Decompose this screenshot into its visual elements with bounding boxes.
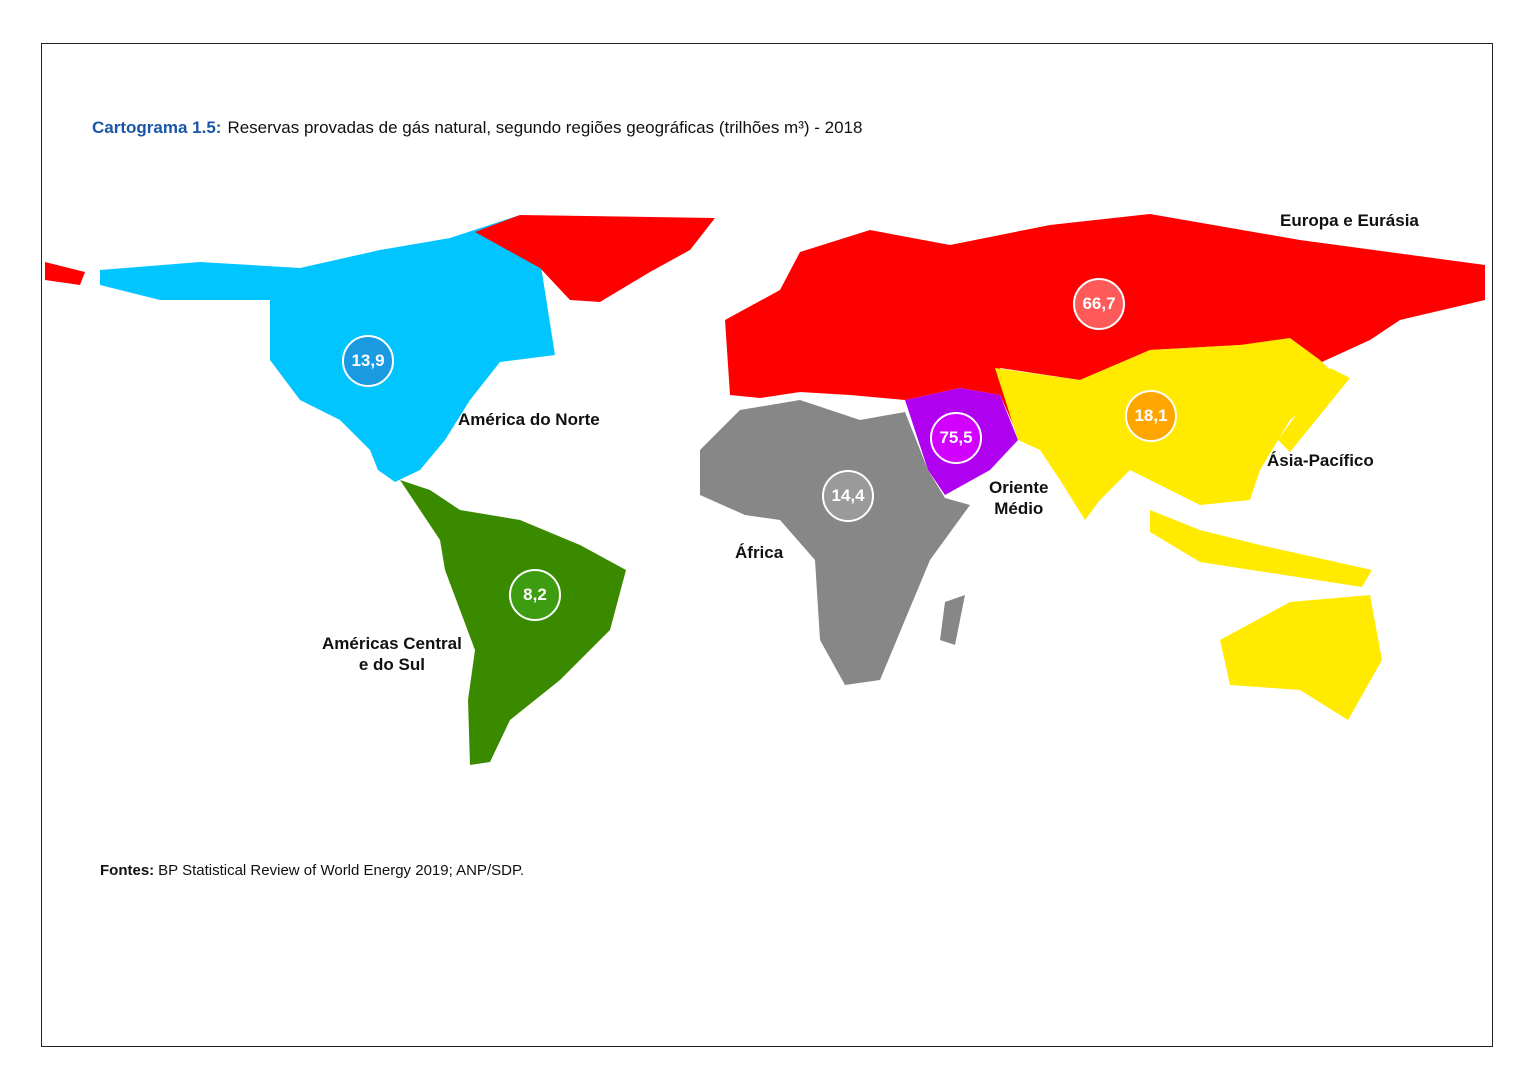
region-south-america: [400, 480, 626, 765]
source-text: BP Statistical Review of World Energy 20…: [158, 862, 525, 879]
title-label: Cartograma 1.5:: [92, 118, 222, 137]
region-japan: [1278, 368, 1350, 452]
region-africa: [700, 400, 970, 685]
label-line: Médio: [994, 499, 1044, 518]
label-asia-pacific: Ásia-Pacífico: [1267, 451, 1374, 470]
label-south-america: Américas Central e do Sul: [322, 633, 462, 675]
region-north-america: [100, 215, 555, 482]
label-line: e do Sul: [358, 655, 425, 674]
value-bubble-south-america: 8,2: [509, 569, 561, 621]
label-africa: África: [735, 543, 784, 562]
region-greenland: [475, 215, 715, 302]
label-line: Oriente: [989, 478, 1049, 497]
value-bubble-africa: 14,4: [822, 470, 874, 522]
region-australia: [1220, 595, 1382, 720]
title-text: Reservas provadas de gás natural, segund…: [227, 118, 863, 137]
source-label: Fontes:: [100, 862, 155, 879]
value-bubble-asia-pacific: 18,1: [1125, 390, 1177, 442]
source-note: Fontes: BP Statistical Review of World En…: [100, 862, 524, 879]
value-bubble-middle-east: 75,5: [930, 412, 982, 464]
map-title: Cartograma 1.5: Reservas provadas de gás …: [92, 118, 862, 138]
region-madagascar: [940, 595, 965, 645]
value-bubble-europe-eurasia: 66,7: [1073, 278, 1125, 330]
region-alaska-tip: [45, 262, 85, 285]
label-north-america: América do Norte: [458, 410, 600, 429]
label-middle-east: Oriente Médio: [989, 477, 1049, 519]
value-bubble-north-america: 13,9: [342, 335, 394, 387]
label-line: Américas Central: [322, 634, 462, 653]
label-europe-eurasia: Europa e Eurásia: [1280, 211, 1419, 230]
region-indonesia: [1150, 510, 1372, 587]
map-frame: [41, 43, 1493, 1047]
